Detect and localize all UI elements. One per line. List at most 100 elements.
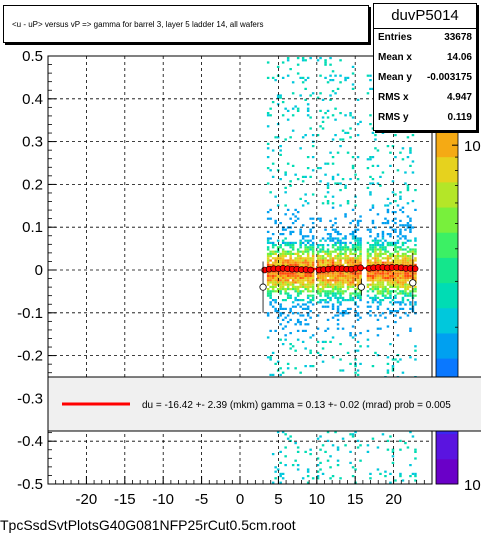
- heatmap-cell: [404, 248, 407, 251]
- heatmap-cell: [381, 252, 385, 255]
- heatmap-cell: [339, 369, 342, 372]
- heatmap-cell: [386, 277, 390, 280]
- heatmap-cell: [391, 365, 395, 368]
- heatmap-cell: [329, 239, 332, 242]
- heatmap-cell: [301, 136, 305, 139]
- heatmap-cell: [339, 292, 342, 295]
- heatmap-cell: [341, 241, 345, 244]
- heatmap-cell: [279, 312, 282, 315]
- heatmap-cell: [349, 294, 352, 297]
- heatmap-cell: [374, 279, 377, 282]
- heatmap-cell: [281, 257, 285, 260]
- heatmap-cell: [374, 239, 377, 242]
- heatmap-cell: [391, 310, 395, 313]
- heatmap-cell: [406, 288, 410, 291]
- heatmap-cell: [279, 263, 282, 266]
- heatmap-cell: [274, 362, 277, 365]
- heatmap-cell: [319, 250, 322, 253]
- heatmap-cell: [336, 448, 340, 451]
- heatmap-cell: [336, 301, 340, 304]
- heatmap-cell: [399, 248, 402, 251]
- heatmap-cell: [271, 149, 275, 152]
- heatmap-cell: [341, 272, 345, 275]
- heatmap-cell: [341, 290, 345, 293]
- heatmap-cell: [279, 153, 282, 156]
- heatmap-cell: [279, 279, 282, 282]
- heatmap-cell: [306, 301, 310, 304]
- heatmap-cell: [319, 294, 322, 297]
- heatmap-cell: [311, 252, 315, 255]
- heatmap-cell: [269, 296, 272, 299]
- heatmap-cell: [371, 156, 375, 159]
- heatmap-cell: [394, 222, 397, 225]
- heatmap-cell: [271, 257, 275, 260]
- heatmap-cell: [406, 446, 410, 449]
- heatmap-cell: [366, 279, 370, 282]
- heatmap-cell: [269, 263, 272, 266]
- heatmap-cell: [336, 230, 340, 233]
- heatmap-cell: [336, 288, 340, 291]
- heatmap-cell: [376, 261, 380, 264]
- heatmap-cell: [316, 437, 320, 440]
- heatmap-cell: [379, 281, 382, 284]
- heatmap-cell: [351, 252, 355, 255]
- heatmap-cell: [341, 237, 345, 240]
- heatmap-cell: [316, 277, 320, 280]
- heatmap-cell: [384, 246, 387, 249]
- heatmap-cell: [391, 252, 395, 255]
- heatmap-cell: [409, 475, 412, 478]
- heatmap-cell: [394, 246, 397, 249]
- heatmap-cell: [309, 336, 312, 339]
- heatmap-cell: [344, 131, 347, 134]
- heatmap-cell: [389, 296, 392, 299]
- heatmap-cell: [331, 307, 335, 310]
- heatmap-cell: [386, 204, 390, 207]
- heatmap-cell: [354, 257, 357, 260]
- heatmap-cell: [369, 74, 372, 77]
- heatmap-cell: [266, 248, 270, 251]
- heatmap-cell: [324, 63, 327, 66]
- heatmap-cell: [401, 290, 405, 293]
- heatmap-cell: [289, 318, 292, 321]
- heatmap-cell: [399, 208, 402, 211]
- heatmap-cell: [384, 288, 387, 291]
- heatmap-cell: [299, 371, 302, 374]
- heatmap-cell: [351, 274, 355, 277]
- heatmap-cell: [386, 197, 390, 200]
- heatmap-cell: [374, 274, 377, 277]
- heatmap-cell: [269, 290, 272, 293]
- heatmap-cell: [304, 347, 307, 350]
- heatmap-cell: [351, 257, 355, 260]
- heatmap-cell: [271, 290, 275, 293]
- heatmap-cell: [269, 356, 272, 359]
- heatmap-cell: [406, 246, 410, 249]
- heatmap-cell: [404, 235, 407, 238]
- heatmap-cell: [304, 246, 307, 249]
- heatmap-cell: [331, 277, 335, 280]
- heatmap-cell: [296, 72, 300, 75]
- heatmap-cell: [379, 277, 382, 280]
- heatmap-cell: [271, 246, 275, 249]
- heatmap-cell: [274, 281, 277, 284]
- heatmap-cell: [399, 261, 402, 264]
- heatmap-cell: [299, 250, 302, 253]
- heatmap-cell: [414, 358, 417, 361]
- heatmap-cell: [281, 288, 285, 291]
- heatmap-cell: [311, 259, 315, 262]
- heatmap-cell: [316, 279, 320, 282]
- heatmap-cell: [291, 305, 295, 308]
- heatmap-cell: [286, 272, 290, 275]
- heatmap-cell: [304, 244, 307, 247]
- heatmap-cell: [401, 270, 405, 273]
- heatmap-cell: [324, 292, 327, 295]
- heatmap-cell: [331, 279, 335, 282]
- heatmap-cell: [406, 259, 410, 262]
- heatmap-cell: [356, 446, 360, 449]
- heatmap-cell: [354, 468, 357, 471]
- heatmap-cell: [301, 263, 305, 266]
- heatmap-cell: [284, 138, 287, 141]
- heatmap-cell: [301, 274, 305, 277]
- heatmap-cell: [359, 246, 362, 249]
- heatmap-cell: [276, 96, 280, 99]
- heatmap-cell: [284, 316, 287, 319]
